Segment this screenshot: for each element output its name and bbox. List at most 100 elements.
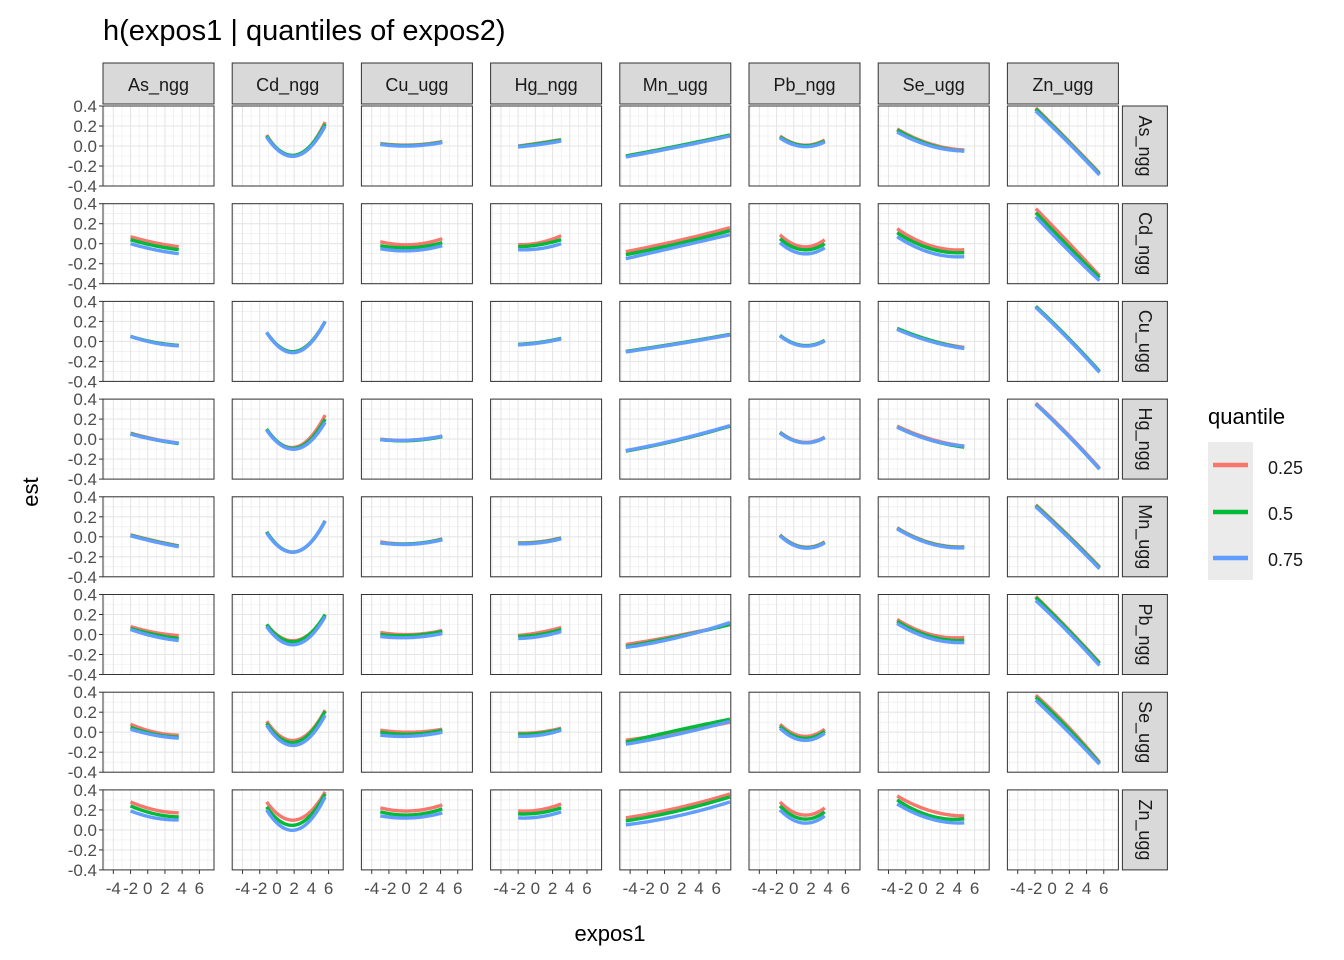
series-line-q0.75	[625, 333, 731, 354]
series-line-q0.25	[896, 227, 965, 252]
series-line-q0.75	[625, 134, 731, 159]
legend-title: quantile	[1208, 404, 1285, 429]
panel-border	[490, 594, 603, 675]
y-axis-label: est	[18, 477, 43, 506]
facet-strip-right-label: Cd_ngg	[1134, 212, 1155, 275]
panel-border	[231, 300, 344, 382]
series-line-q0.75	[896, 425, 965, 448]
series-line-q0.75	[517, 810, 562, 820]
facet-panel-As_ngg-Cu_ugg	[360, 105, 473, 187]
y-tick-label: 0.0	[73, 723, 97, 742]
facet-panel-Hg_ngg-As_ngg	[102, 398, 215, 480]
panel-border	[360, 300, 473, 382]
series-line-q0.75	[130, 242, 179, 256]
chart-title: h(expos1 | quantiles of expos2)	[103, 15, 506, 47]
x-tick-label: 0	[531, 879, 540, 898]
panel-border	[1006, 594, 1119, 675]
series-line-q0.75	[130, 432, 179, 445]
panel-border	[748, 203, 861, 285]
y-tick-label: 0.2	[73, 801, 97, 820]
y-tick-label: -0.2	[68, 841, 97, 860]
facet-panel-Pb_ngg-Zn_ugg	[1006, 593, 1119, 676]
facet-panel-Pb_ngg-Mn_ugg	[619, 593, 732, 676]
x-tick-label: 2	[935, 879, 944, 898]
series-line-q0.75	[896, 327, 965, 351]
series-line-q0.5	[778, 804, 826, 821]
panel-border	[490, 300, 603, 382]
facet-panel-Se_ugg-Pb_ngg	[748, 691, 861, 773]
x-axis-label: expos1	[575, 921, 646, 946]
series-line-q0.25	[130, 235, 179, 249]
facet-strip-right-label: Cu_ugg	[1134, 310, 1155, 373]
panel-border	[1006, 398, 1119, 480]
panels-layer: As_ngg Cd_ngg Cu_ugg Hg_ngg Mn_ugg Pb_ngg Se_u…	[68, 62, 1168, 898]
facet-panel-Se_ugg-Mn_ugg	[619, 691, 732, 773]
series-line-q0.75	[778, 808, 826, 825]
y-tick-label: 0.4	[73, 781, 97, 800]
series-line-q0.5	[896, 620, 965, 643]
y-tick-label: 0.4	[73, 683, 97, 702]
facet-panel-Pb_ngg-Hg_ngg	[490, 593, 603, 676]
facet-panel-Hg_ngg-Se_ugg	[877, 398, 990, 480]
facet-panel-Cu_ugg-Se_ugg	[877, 300, 990, 382]
facet-panel-Mn_ugg-Hg_ngg	[490, 496, 603, 578]
panel-border	[1006, 105, 1119, 187]
x-tick-label: 4	[694, 879, 703, 898]
series-line-q0.75	[265, 125, 327, 158]
series-line-q0.75	[896, 622, 965, 645]
panel-border	[231, 789, 344, 871]
facet-panel-Pb_ngg-Pb_ngg	[748, 593, 861, 676]
series-line-q0.75	[1034, 109, 1101, 177]
series-line-q0.25	[1034, 207, 1101, 277]
panel-border	[360, 398, 473, 480]
x-tick-label: 2	[1065, 879, 1074, 898]
series-line-q0.75	[779, 136, 826, 149]
series-line-q0.75	[896, 130, 965, 153]
series-line-q0.75	[517, 337, 562, 347]
x-tick-label: 0	[918, 879, 927, 898]
y-tick-label: 0.0	[73, 137, 97, 156]
x-tick-label: 2	[548, 879, 557, 898]
series-line-q0.25	[778, 233, 826, 249]
x-tick-label: 6	[453, 879, 462, 898]
facet-panel-Cd_ngg-Zn_ugg	[1006, 203, 1119, 285]
x-tick-label: 6	[582, 879, 591, 898]
series-line-q0.75	[896, 235, 965, 259]
x-tick-label: 2	[677, 879, 686, 898]
y-tick-label: 0.2	[73, 606, 97, 625]
y-tick-label: 0.2	[73, 215, 97, 234]
series-line-q0.5	[625, 795, 731, 823]
series-line-q0.25	[517, 234, 562, 247]
facet-panel-Cd_ngg-Se_ugg	[877, 203, 990, 285]
panel-border	[490, 496, 603, 578]
panel-border	[1006, 789, 1119, 871]
facet-panel-Zn_ugg-Hg_ngg	[490, 789, 603, 871]
x-tick-label: -2	[511, 879, 526, 898]
facet-panel-Mn_ugg-Mn_ugg	[619, 496, 732, 578]
facet-strip-right-label: Se_ugg	[1134, 701, 1155, 763]
series-line-q0.75	[517, 728, 562, 739]
facet-panel-Zn_ugg-Mn_ugg	[619, 789, 732, 871]
facet-strip-right	[1121, 105, 1168, 187]
series-line-q0.75	[380, 730, 443, 739]
x-tick-label: -4	[364, 879, 379, 898]
legend-label-0-25: 0.25	[1268, 458, 1303, 478]
series-line-q0.75	[896, 527, 965, 550]
x-tick-label: 2	[289, 879, 298, 898]
x-tick-label: 6	[324, 879, 333, 898]
facet-strip-right-label: Mn_ugg	[1134, 504, 1155, 569]
facet-strip-top	[231, 62, 344, 105]
series-line-q0.75	[380, 434, 443, 443]
panel-border	[619, 203, 732, 285]
series-line-q0.5	[625, 229, 731, 257]
facet-panel-As_ngg-Se_ugg	[877, 105, 990, 187]
series-line-q0.5	[130, 238, 179, 252]
series-line-q0.75	[1034, 215, 1101, 282]
x-tick-label: 4	[307, 879, 316, 898]
x-tick-label: -2	[640, 879, 655, 898]
series-line-q0.75	[625, 233, 731, 261]
series-line-q0.5	[380, 629, 443, 638]
facet-panel-Cd_ngg-Cd_ngg	[231, 203, 344, 285]
x-tick-label: -2	[769, 879, 784, 898]
panel-border	[748, 594, 861, 675]
